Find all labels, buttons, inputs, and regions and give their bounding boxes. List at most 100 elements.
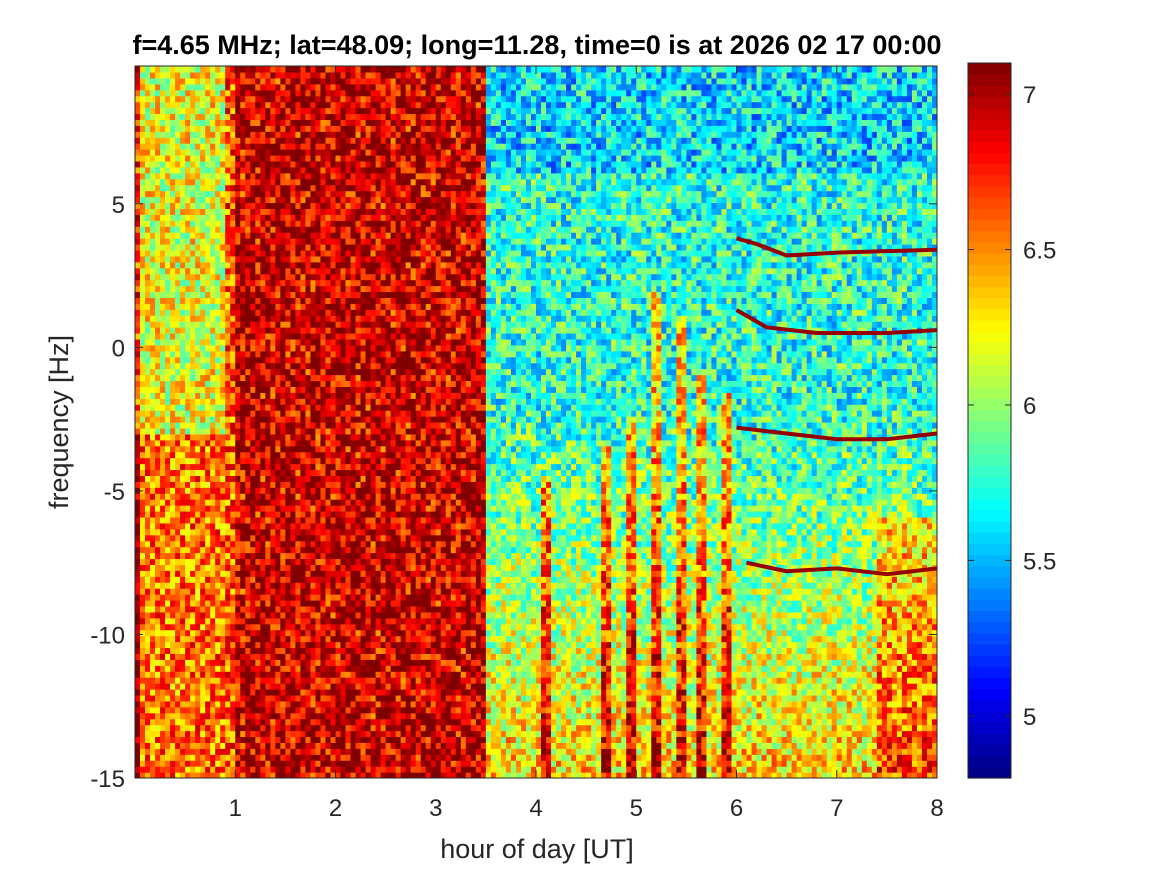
heatmap-cell bbox=[195, 582, 201, 589]
heatmap-cell bbox=[255, 451, 261, 459]
heatmap-cell bbox=[200, 338, 206, 346]
heatmap-cell bbox=[255, 344, 261, 352]
heatmap-cell bbox=[225, 475, 231, 482]
heatmap-cell bbox=[310, 617, 317, 625]
heatmap-cell bbox=[300, 766, 307, 773]
heatmap-cell bbox=[300, 736, 307, 743]
heatmap-cell bbox=[210, 558, 216, 565]
heatmap-cell bbox=[315, 677, 322, 684]
heatmap-cell bbox=[335, 119, 342, 126]
heatmap-cell bbox=[190, 505, 196, 512]
heatmap-cell bbox=[215, 125, 221, 132]
heatmap-cell bbox=[195, 267, 201, 275]
heatmap-cell bbox=[205, 386, 211, 393]
heatmap-cell bbox=[250, 754, 256, 761]
heatmap-cell bbox=[240, 291, 246, 298]
heatmap-cell bbox=[170, 439, 176, 447]
heatmap-cell bbox=[235, 232, 241, 239]
heatmap-cell bbox=[280, 125, 286, 132]
heatmap-cell bbox=[250, 683, 256, 690]
heatmap-cell bbox=[195, 143, 201, 150]
heatmap-cell bbox=[310, 404, 317, 411]
heatmap-cell bbox=[190, 457, 196, 465]
heatmap-cell bbox=[260, 362, 266, 370]
heatmap-cell bbox=[210, 742, 216, 749]
heatmap-cell bbox=[195, 321, 201, 328]
heatmap-cell bbox=[265, 291, 271, 298]
heatmap-cell bbox=[335, 344, 342, 352]
heatmap-cell bbox=[310, 487, 317, 494]
heatmap-cell bbox=[180, 582, 186, 589]
heatmap-cell bbox=[200, 724, 206, 732]
heatmap-cell bbox=[190, 66, 196, 73]
heatmap-cell bbox=[245, 433, 251, 441]
heatmap-cell bbox=[135, 214, 141, 221]
heatmap-cell bbox=[240, 463, 246, 471]
heatmap-cell bbox=[180, 706, 186, 714]
heatmap-cell bbox=[150, 404, 156, 411]
heatmap-cell bbox=[155, 712, 161, 720]
heatmap-cell bbox=[170, 694, 176, 702]
heatmap-cell bbox=[295, 623, 302, 631]
heatmap-cell bbox=[325, 315, 332, 322]
heatmap-cell bbox=[315, 647, 322, 654]
heatmap-cell bbox=[170, 718, 176, 726]
heatmap-cell bbox=[335, 255, 342, 263]
heatmap-cell bbox=[305, 629, 312, 637]
heatmap-cell bbox=[225, 315, 231, 322]
heatmap-cell bbox=[270, 481, 276, 488]
heatmap-cell bbox=[310, 564, 317, 571]
heatmap-cell bbox=[335, 475, 342, 482]
heatmap-cell bbox=[260, 730, 266, 738]
heatmap-cell bbox=[230, 344, 236, 352]
heatmap-cell bbox=[265, 422, 271, 429]
heatmap-cell bbox=[200, 457, 206, 465]
heatmap-cell bbox=[210, 629, 216, 637]
heatmap-cell bbox=[240, 273, 246, 281]
heatmap-cell bbox=[255, 689, 261, 696]
heatmap-cell bbox=[305, 641, 312, 649]
heatmap-cell bbox=[140, 475, 146, 482]
heatmap-cell bbox=[200, 244, 206, 251]
heatmap-cell bbox=[215, 83, 221, 91]
heatmap-cell bbox=[320, 457, 327, 465]
heatmap-cell bbox=[175, 362, 181, 370]
heatmap-cell bbox=[285, 528, 291, 536]
heatmap-cell bbox=[320, 522, 327, 530]
heatmap-cell bbox=[270, 374, 276, 382]
heatmap-cell bbox=[145, 410, 151, 417]
heatmap-cell bbox=[150, 422, 156, 429]
heatmap-cell bbox=[310, 422, 317, 429]
heatmap-cell bbox=[150, 469, 156, 476]
heatmap-cell bbox=[165, 451, 171, 459]
heatmap-cell bbox=[310, 315, 317, 322]
heatmap-cell bbox=[185, 433, 191, 441]
heatmap-cell bbox=[275, 647, 281, 654]
heatmap-cell bbox=[320, 463, 327, 471]
heatmap-cell bbox=[145, 742, 151, 749]
heatmap-cell bbox=[290, 534, 296, 542]
heatmap-cell bbox=[245, 333, 251, 340]
heatmap-cell bbox=[230, 451, 236, 459]
heatmap-cell bbox=[240, 629, 246, 637]
heatmap-cell bbox=[290, 600, 296, 607]
heatmap-cell bbox=[240, 244, 246, 251]
heatmap-cell bbox=[195, 611, 201, 619]
heatmap-cell bbox=[190, 338, 196, 346]
heatmap-cell bbox=[250, 576, 256, 583]
heatmap-cell bbox=[135, 754, 141, 761]
heatmap-cell bbox=[295, 244, 302, 251]
heatmap-cell bbox=[225, 273, 231, 281]
heatmap-cell bbox=[230, 160, 236, 168]
heatmap-cell bbox=[310, 107, 317, 115]
heatmap-cell bbox=[285, 505, 291, 512]
heatmap-cell bbox=[250, 214, 256, 221]
heatmap-cell bbox=[290, 700, 296, 708]
heatmap-cell bbox=[335, 66, 342, 73]
heatmap-cell bbox=[155, 683, 161, 690]
heatmap-cell bbox=[210, 635, 216, 643]
heatmap-cell bbox=[335, 113, 342, 120]
heatmap-cell bbox=[245, 552, 251, 560]
heatmap-cell bbox=[285, 540, 291, 548]
heatmap-cell bbox=[250, 362, 256, 370]
